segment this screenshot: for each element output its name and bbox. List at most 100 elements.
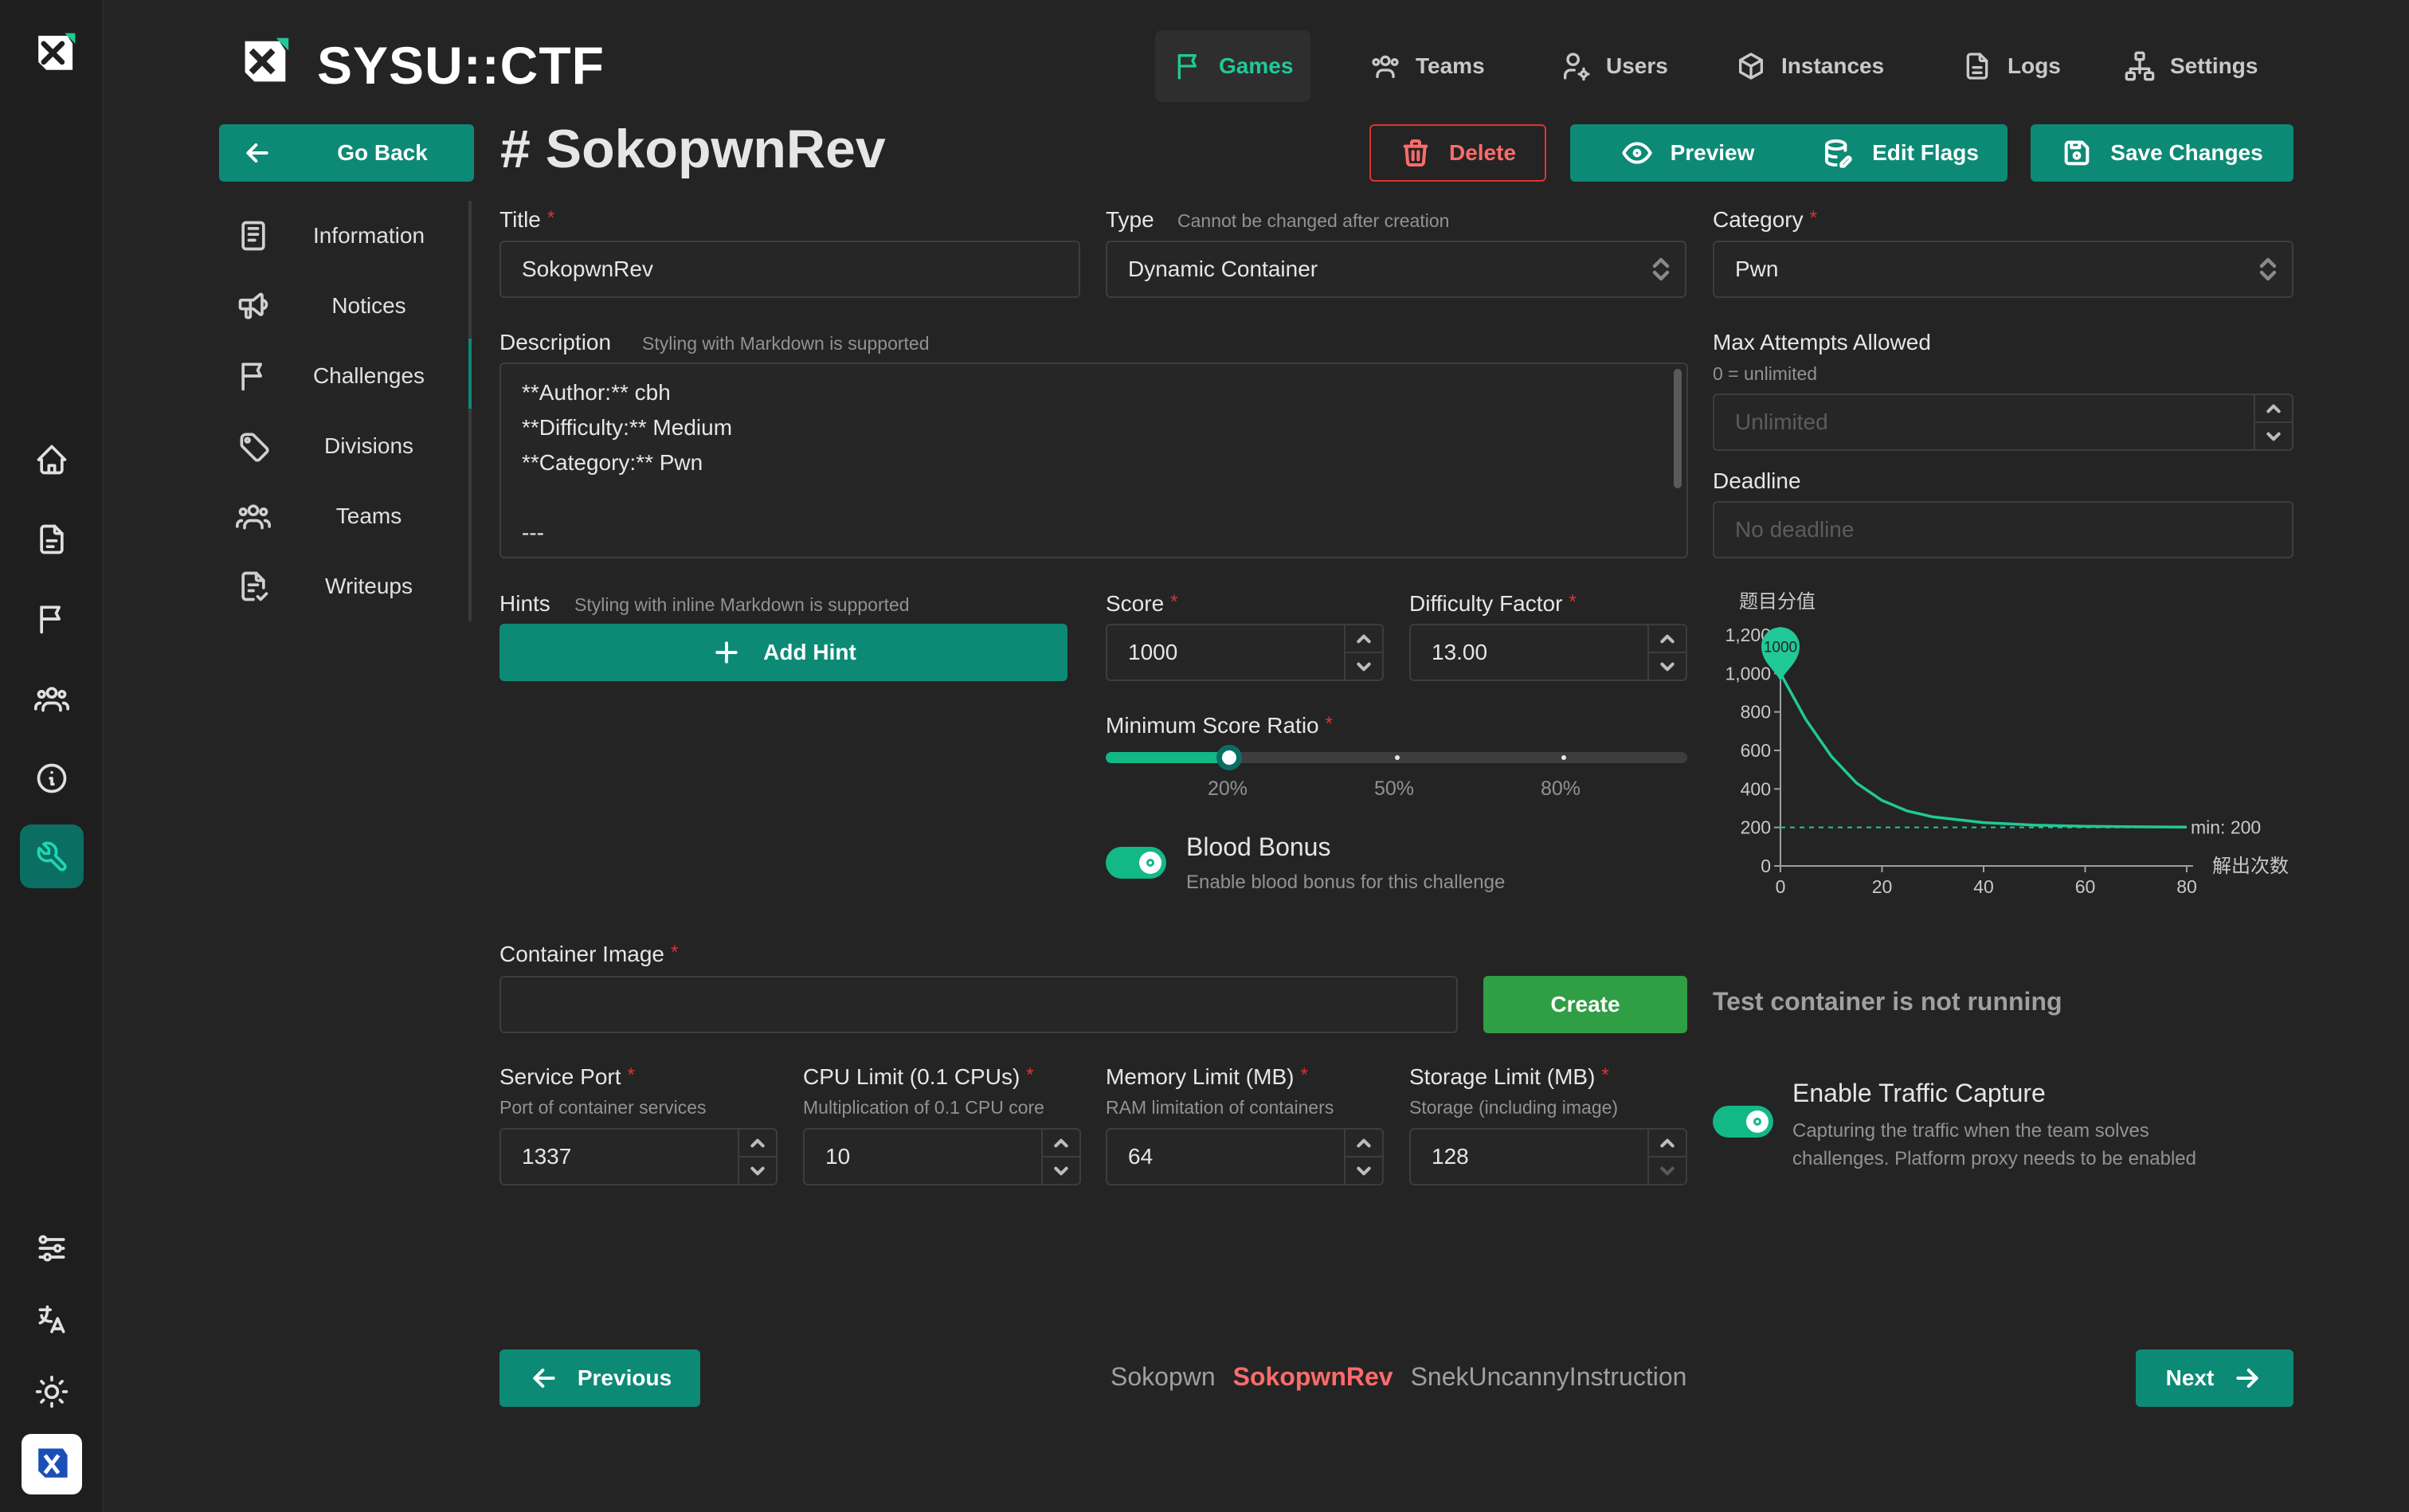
textarea-scrollbar[interactable] [1674, 369, 1682, 488]
theme-icon[interactable] [26, 1366, 77, 1417]
slider-mark [1395, 755, 1400, 760]
create-container-button[interactable]: Create [1483, 976, 1687, 1033]
next-label: Next [2165, 1365, 2215, 1390]
box-icon [1739, 53, 1763, 80]
chart-series-line [1779, 672, 2188, 828]
sidebar-item-teams[interactable]: Teams [231, 488, 462, 545]
memory-limit-description: RAM limitation of containers [1106, 1097, 1334, 1118]
sidebar-item-information[interactable]: Information [231, 207, 462, 264]
score-stepper[interactable] [1344, 625, 1382, 680]
go-back-label: Go Back [337, 140, 428, 165]
nav-logs[interactable]: Logs [1944, 30, 2078, 102]
hints-description: Styling with inline Markdown is supporte… [574, 594, 910, 615]
difficulty-stepper[interactable] [1647, 625, 1686, 680]
nav-settings[interactable]: Settings [2106, 30, 2275, 102]
slider-mark [1561, 755, 1566, 760]
service-port-value: 1337 [522, 1144, 572, 1169]
preview-button[interactable]: Preview [1570, 124, 1805, 182]
difficulty-input[interactable]: 13.00 [1409, 624, 1687, 681]
flag-icon[interactable] [26, 593, 77, 644]
next-challenge-name[interactable]: SnekUncannyInstruction [1410, 1362, 1687, 1391]
language-icon[interactable] [26, 1295, 77, 1346]
info-icon[interactable] [26, 753, 77, 804]
sidebar-active-indicator [468, 339, 472, 409]
memory-limit-input[interactable]: 64 [1106, 1128, 1384, 1185]
sidebar-item-challenges[interactable]: Challenges [231, 347, 462, 405]
brand-logo-icon [233, 32, 295, 94]
next-button[interactable]: Next [2136, 1349, 2293, 1407]
file-check-icon [241, 571, 268, 601]
add-hint-button[interactable]: Add Hint [499, 624, 1067, 681]
chart-x-tick-label: 40 [1973, 876, 1994, 897]
category-select[interactable]: Pwn [1713, 241, 2293, 298]
container-image-input[interactable] [499, 976, 1458, 1033]
deadline-input[interactable]: No deadline [1713, 501, 2293, 558]
prev-challenge-name[interactable]: Sokopwn [1110, 1362, 1216, 1391]
traffic-capture-description: Capturing the traffic when the team solv… [1792, 1117, 2196, 1173]
chevron-up-icon[interactable] [739, 1130, 776, 1158]
type-select[interactable]: Dynamic Container [1106, 241, 1686, 298]
chevron-down-icon[interactable] [1649, 1158, 1686, 1184]
score-input[interactable]: 1000 [1106, 624, 1384, 681]
max-attempts-input[interactable]: Unlimited [1713, 394, 2293, 451]
nav-users[interactable]: Users [1542, 30, 1686, 102]
chevron-down-icon[interactable] [2255, 423, 2292, 449]
home-icon[interactable] [26, 434, 77, 485]
chevron-up-icon[interactable] [1649, 625, 1686, 653]
description-textarea[interactable]: **Author:** cbh **Difficulty:** Medium *… [499, 362, 1688, 558]
chevron-down-icon[interactable] [1346, 653, 1382, 680]
nav-instances-label: Instances [1781, 53, 1885, 78]
sidebar-item-notices[interactable]: Notices [231, 277, 462, 335]
sidebar-item-divisions[interactable]: Divisions [231, 417, 462, 475]
flag-icon [241, 362, 262, 391]
previous-button[interactable]: Previous [499, 1349, 700, 1407]
chevron-up-icon[interactable] [1346, 625, 1382, 653]
difficulty-label: Difficulty Factor * [1409, 591, 1577, 616]
nav-teams[interactable]: Teams [1352, 30, 1502, 102]
title-input[interactable]: SokopwnRev [499, 241, 1080, 298]
cpu-limit-description: Multiplication of 0.1 CPU core [803, 1097, 1044, 1118]
chevron-down-icon[interactable] [1346, 1158, 1382, 1184]
score-value: 1000 [1128, 640, 1178, 664]
logo-icon[interactable] [24, 24, 84, 84]
nav-instances[interactable]: Instances [1718, 30, 1902, 102]
chevron-down-icon[interactable] [1043, 1158, 1079, 1184]
chevron-up-icon[interactable] [1346, 1130, 1382, 1158]
add-hint-label: Add Hint [763, 640, 856, 664]
edit-flags-button[interactable]: Edit Flags [1794, 124, 2007, 182]
chevron-down-icon[interactable] [1649, 653, 1686, 680]
cpu-limit-stepper[interactable] [1041, 1130, 1079, 1184]
users-icon[interactable] [26, 673, 77, 724]
adjustments-icon[interactable] [26, 1223, 77, 1274]
cpu-limit-input[interactable]: 10 [803, 1128, 1081, 1185]
type-label: Type [1106, 207, 1154, 232]
blood-bonus-toggle[interactable] [1106, 847, 1166, 879]
min-ratio-thumb[interactable] [1216, 745, 1242, 770]
wrench-icon[interactable] [20, 825, 84, 888]
nav-games[interactable]: Games [1155, 30, 1311, 102]
chevron-down-icon[interactable] [739, 1158, 776, 1184]
min-ratio-label: Minimum Score Ratio * [1106, 713, 1333, 738]
chevron-up-icon[interactable] [2255, 395, 2292, 423]
posts-icon[interactable] [26, 514, 77, 565]
min-ratio-slider[interactable] [1106, 745, 1687, 770]
description-line [522, 480, 732, 515]
notes-icon [241, 221, 265, 251]
sidebar-item-writeups[interactable]: Writeups [231, 558, 462, 615]
nav-teams-label: Teams [1416, 53, 1485, 78]
service-port-input[interactable]: 1337 [499, 1128, 778, 1185]
max-attempts-stepper[interactable] [2254, 395, 2292, 449]
chevron-up-icon[interactable] [1043, 1130, 1079, 1158]
service-port-stepper[interactable] [738, 1130, 776, 1184]
chart-x-tick-label: 80 [2176, 876, 2197, 897]
storage-limit-input[interactable]: 128 [1409, 1128, 1687, 1185]
save-changes-button[interactable]: Save Changes [2031, 124, 2293, 182]
avatar[interactable] [22, 1434, 82, 1494]
memory-limit-stepper[interactable] [1344, 1130, 1382, 1184]
chevron-up-icon[interactable] [1649, 1130, 1686, 1158]
storage-limit-stepper[interactable] [1647, 1130, 1686, 1184]
hierarchy-icon [2125, 51, 2155, 81]
delete-button[interactable]: Delete [1369, 124, 1546, 182]
traffic-capture-toggle[interactable] [1713, 1106, 1773, 1138]
go-back-button[interactable]: Go Back [219, 124, 474, 182]
